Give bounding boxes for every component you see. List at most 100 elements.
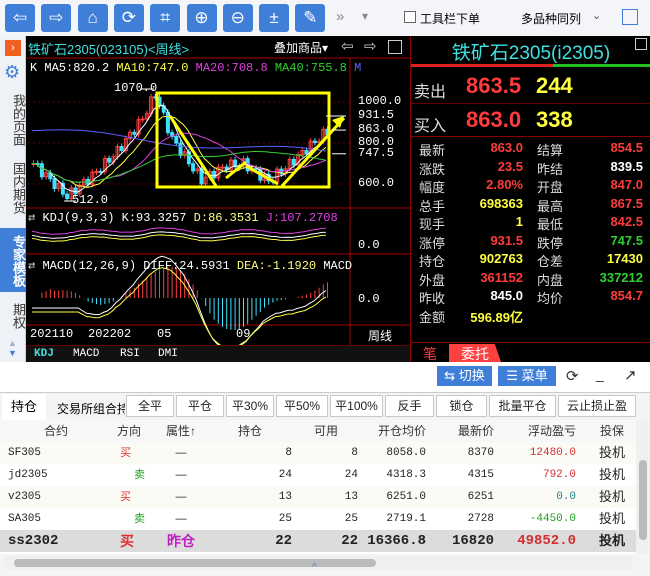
column-header[interactable]: 可用 bbox=[313, 424, 338, 438]
calculator-button[interactable]: ± bbox=[259, 4, 290, 32]
table-cell: 24 bbox=[344, 469, 358, 481]
kdj-line bbox=[31, 234, 327, 242]
diff-line bbox=[32, 255, 327, 351]
indicator-tabs: KDJ MACD RSI DMI bbox=[26, 345, 410, 362]
annotation-arrow bbox=[245, 164, 279, 186]
chart-title: 铁矿石2305(023105)<周线> bbox=[28, 42, 190, 57]
column-header[interactable]: 浮动盈亏 bbox=[527, 424, 576, 438]
minimize-icon[interactable]: _ bbox=[596, 366, 604, 382]
layout-select[interactable]: 多品种同列 bbox=[521, 12, 582, 26]
price-tick: 747.5 bbox=[358, 145, 395, 160]
sell-price[interactable]: 863.5 bbox=[466, 73, 522, 98]
position-action-button[interactable]: 反手 bbox=[385, 395, 434, 417]
table-row[interactable] bbox=[0, 442, 636, 464]
chevron-down-icon[interactable]: ⌄ bbox=[592, 10, 602, 22]
position-action-button[interactable]: 平30% bbox=[226, 395, 274, 417]
table-row[interactable] bbox=[0, 486, 636, 508]
ma40-line bbox=[31, 150, 327, 183]
vertical-scrollbar[interactable] bbox=[636, 420, 650, 554]
position-action-button[interactable]: 全平 bbox=[126, 395, 174, 417]
column-header[interactable]: 最新价 bbox=[457, 424, 494, 438]
tab-positions[interactable]: 持仓 bbox=[2, 394, 46, 420]
expand-icon[interactable]: › bbox=[5, 40, 21, 56]
table-cell: 8 bbox=[351, 447, 358, 459]
stat-value: 845.0 bbox=[490, 288, 523, 303]
column-header[interactable]: 属性↑ bbox=[165, 424, 196, 438]
maximize-icon[interactable] bbox=[635, 38, 647, 50]
table-row[interactable] bbox=[0, 464, 636, 486]
tab-kdj[interactable]: KDJ bbox=[34, 348, 54, 360]
kline-chart-panel[interactable]: 铁矿石2305(023105)<周线> 叠加商品▾ ⇦ ⇨ K MA5:820.… bbox=[26, 36, 410, 362]
prev-icon[interactable]: ⇦ bbox=[341, 38, 354, 55]
stat-value: 17430 bbox=[606, 251, 643, 266]
popout-icon[interactable]: ↗ bbox=[624, 367, 637, 384]
tab-dmi[interactable]: DMI bbox=[158, 348, 178, 360]
horizontal-scrollbar[interactable] bbox=[4, 556, 632, 570]
collapse-icon[interactable]: ^ bbox=[312, 562, 317, 573]
toolbar-dropdown-icon[interactable]: ▾ bbox=[362, 9, 369, 23]
position-action-button[interactable]: 云止损止盈 bbox=[558, 395, 636, 417]
column-header[interactable]: 合约 bbox=[43, 424, 68, 438]
table-row[interactable] bbox=[0, 530, 636, 552]
forward-button[interactable]: ⇨ bbox=[41, 4, 72, 32]
order-checkbox[interactable] bbox=[404, 11, 416, 23]
candle bbox=[98, 170, 103, 173]
price-tick: 800.0 bbox=[358, 135, 395, 149]
gear-icon[interactable]: ⚙ bbox=[4, 62, 21, 82]
tab-rsi[interactable]: RSI bbox=[120, 348, 140, 360]
overlay-button[interactable]: 叠加商品▾ bbox=[274, 41, 329, 55]
chart-canvas[interactable] bbox=[26, 36, 410, 362]
tab-macd[interactable]: MACD bbox=[73, 348, 100, 360]
table-cell: 16366.8 bbox=[367, 533, 426, 549]
table-row[interactable] bbox=[0, 508, 636, 530]
sidebar-item-my-page[interactable]: 我的页面 bbox=[11, 94, 26, 146]
next-icon[interactable]: ⇨ bbox=[364, 38, 377, 55]
scroll-up-icon[interactable]: ▲ bbox=[8, 338, 17, 348]
table-cell: SF305 bbox=[8, 447, 42, 459]
position-action-button[interactable]: 平仓 bbox=[176, 395, 224, 417]
position-action-button[interactable]: 锁仓 bbox=[436, 395, 487, 417]
zoom-out-button[interactable]: ⊖ bbox=[222, 4, 253, 32]
scroll-down-icon[interactable]: ▼ bbox=[8, 348, 17, 358]
column-header[interactable]: 方向 bbox=[116, 424, 141, 438]
candle bbox=[212, 170, 217, 179]
column-header[interactable]: 投保 bbox=[599, 424, 624, 438]
stat-value: 747.5 bbox=[610, 232, 643, 248]
stat-label: 结算 bbox=[537, 143, 564, 158]
position-action-button[interactable]: 平100% bbox=[330, 395, 383, 417]
stat-value: 361152 bbox=[480, 269, 523, 285]
sidebar-item-expert-template[interactable]: 专家模板 bbox=[0, 228, 26, 292]
sidebar-item-options[interactable]: 期权 bbox=[11, 303, 26, 329]
menu-button[interactable]: ☰ 菜单 bbox=[498, 366, 556, 386]
position-action-button[interactable]: 平50% bbox=[276, 395, 328, 417]
refresh-button[interactable]: ⟳ bbox=[113, 4, 144, 32]
buy-price[interactable]: 863.0 bbox=[466, 107, 522, 132]
home-button[interactable]: ⌂ bbox=[77, 4, 108, 32]
back-button[interactable]: ⇦ bbox=[5, 4, 35, 32]
zoom-in-button[interactable]: ⊕ bbox=[186, 4, 217, 32]
ma5-line bbox=[31, 104, 327, 193]
stat-value: 337212 bbox=[599, 269, 643, 285]
layout-icon[interactable] bbox=[388, 40, 402, 54]
dea-line bbox=[32, 267, 327, 349]
candle bbox=[60, 182, 65, 195]
column-header[interactable]: 开仓均价 bbox=[377, 424, 426, 438]
annotation-arrowhead bbox=[332, 116, 344, 128]
table-cell: — bbox=[175, 469, 187, 481]
tab-ticks[interactable]: 笔 bbox=[423, 346, 437, 362]
column-header[interactable]: 持仓 bbox=[237, 424, 262, 438]
position-action-button[interactable]: 批量平仓 bbox=[489, 395, 556, 417]
pen-button[interactable]: ✎ bbox=[295, 4, 326, 32]
more-tools-icon[interactable]: » bbox=[336, 8, 345, 25]
candle bbox=[56, 182, 61, 189]
tab-orders[interactable]: 委托 bbox=[449, 344, 501, 362]
candle bbox=[39, 163, 44, 178]
tab-exchange-combo[interactable]: 交易所组合持 bbox=[57, 402, 125, 416]
crop-button[interactable]: ⌗ bbox=[150, 4, 181, 32]
layout-grid-icon[interactable] bbox=[622, 9, 638, 25]
stat-value: 854.7 bbox=[610, 288, 643, 303]
table-cell: 投机 bbox=[598, 489, 625, 504]
sidebar-item-domestic-futures[interactable]: 国内期货 bbox=[11, 162, 26, 214]
switch-button[interactable]: ⇆ 切换 bbox=[437, 366, 492, 386]
refresh-icon[interactable]: ⟳ bbox=[566, 368, 579, 385]
